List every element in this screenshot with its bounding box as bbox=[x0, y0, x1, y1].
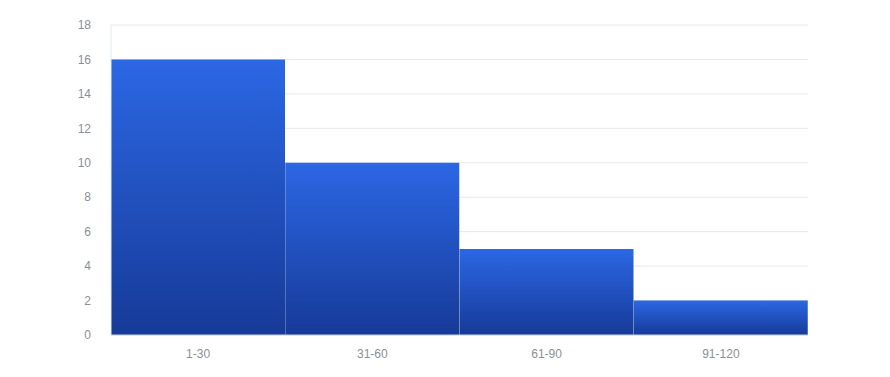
svg-text:6: 6 bbox=[84, 225, 91, 239]
svg-text:0: 0 bbox=[84, 328, 91, 342]
svg-text:91-120: 91-120 bbox=[702, 347, 740, 361]
svg-text:8: 8 bbox=[84, 190, 91, 204]
svg-text:12: 12 bbox=[78, 122, 92, 136]
svg-text:18: 18 bbox=[78, 18, 92, 32]
svg-text:61-90: 61-90 bbox=[531, 347, 562, 361]
svg-text:4: 4 bbox=[84, 259, 91, 273]
svg-text:2: 2 bbox=[84, 294, 91, 308]
svg-text:10: 10 bbox=[78, 156, 92, 170]
svg-text:1-30: 1-30 bbox=[186, 347, 210, 361]
svg-text:16: 16 bbox=[78, 53, 92, 67]
svg-text:14: 14 bbox=[78, 87, 92, 101]
svg-text:31-60: 31-60 bbox=[357, 347, 388, 361]
